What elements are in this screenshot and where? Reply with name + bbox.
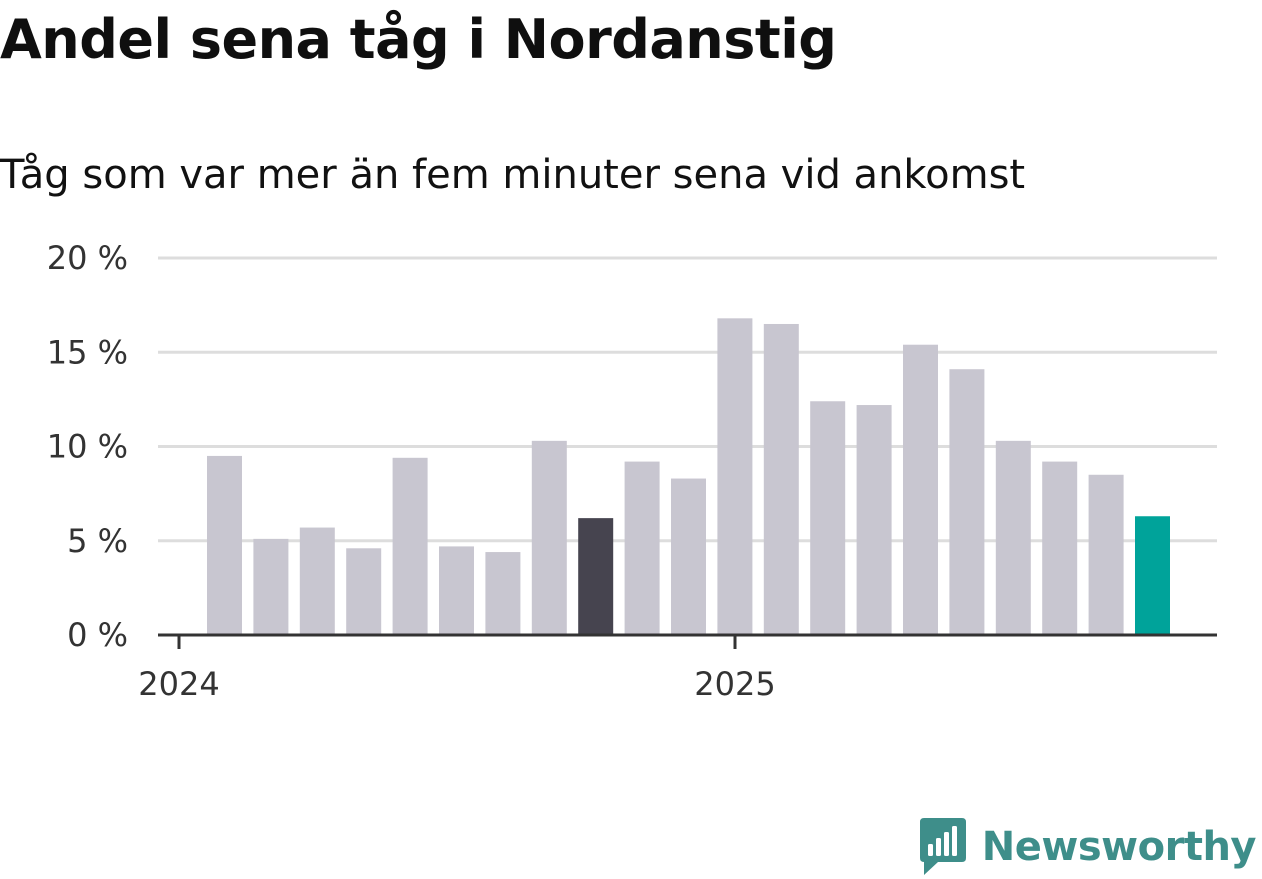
newsworthy-brand: Newsworthy [918,818,1257,876]
bar [903,344,938,635]
brand-name: Newsworthy [981,824,1257,870]
bar [299,527,335,635]
bar [671,478,706,635]
bars [207,318,1170,635]
bar [578,518,614,635]
bar [763,323,799,635]
bar [392,457,428,635]
bar [439,546,474,635]
x-tick-label: 2024 [138,665,219,703]
bar [1042,461,1078,635]
bar [346,548,382,635]
y-tick-label: 15 % [47,333,128,371]
bar [1088,474,1124,635]
bar [485,552,521,635]
bar [1135,516,1170,635]
bar [810,401,846,635]
y-tick-label: 20 % [47,239,128,277]
chart-subtitle: Tåg som var mer än fem minuter sena vid … [0,152,1026,198]
bar [856,405,892,635]
bar [207,455,242,635]
x-tick-label: 2025 [694,665,775,703]
bar [531,440,567,635]
bar [717,318,753,635]
bar [624,461,660,635]
chart-title: Andel sena tåg i Nordanstig [0,8,837,71]
y-tick-label: 0 % [67,616,128,654]
y-tick-label: 10 % [47,428,128,466]
y-tick-label: 5 % [67,522,128,560]
bar [253,538,289,635]
axes: 0 % 5 % 10 % 15 % 20 % 2024 2025 [47,239,1217,703]
bar [995,440,1031,635]
newsworthy-chart-logo-icon [919,818,966,875]
bar [949,369,985,635]
